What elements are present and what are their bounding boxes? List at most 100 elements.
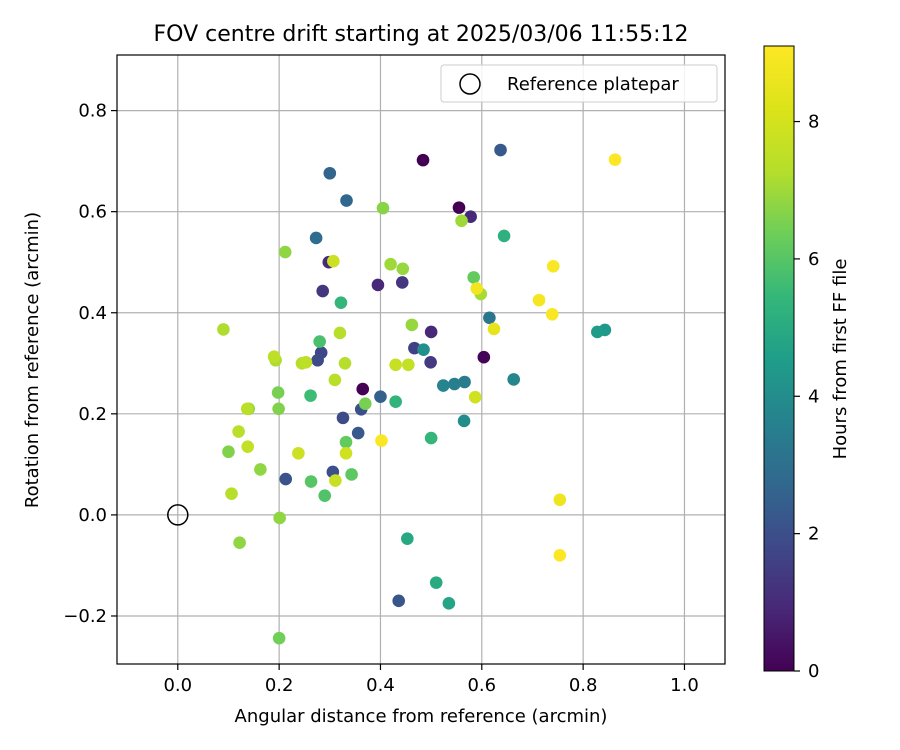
chart-title: FOV centre drift starting at 2025/03/06 … [154, 22, 689, 47]
data-point [225, 487, 238, 500]
data-point [392, 594, 406, 608]
data-point [458, 375, 471, 389]
data-point [272, 631, 286, 645]
colorbar-tick-label: 0 [808, 661, 819, 682]
data-point [448, 377, 461, 391]
x-axis-label: Angular distance from reference (arcmin) [235, 706, 608, 727]
data-point [313, 335, 326, 348]
plot-frame [116, 54, 726, 665]
data-point [424, 355, 437, 369]
legend-label: Reference platepar [507, 74, 679, 95]
colorbar: 0 2 4 6 8 Hours from first FF file [763, 45, 851, 682]
data-point [279, 472, 293, 486]
data-point [299, 355, 313, 369]
colorbar-ticks: 0 2 4 6 8 [794, 112, 819, 682]
data-point [304, 475, 318, 488]
data-point [532, 293, 546, 307]
data-point [402, 358, 415, 372]
data-point [272, 402, 285, 416]
data-point [323, 166, 337, 180]
data-point [389, 358, 402, 372]
data-point [376, 201, 390, 215]
data-point [442, 597, 456, 610]
data-point [311, 353, 324, 367]
x-axis-ticks: 0.0 0.2 0.4 0.6 0.8 1.0 [163, 664, 699, 696]
legend-reference-marker [459, 73, 481, 95]
data-point [339, 446, 353, 460]
data-point [241, 440, 255, 453]
data-point [417, 343, 430, 356]
y-tick-label: 0.8 [78, 101, 107, 122]
data-point [217, 323, 230, 336]
x-tick-label: 0.4 [366, 675, 395, 696]
colorbar-tick-label: 2 [808, 524, 819, 545]
data-point [374, 390, 387, 403]
data-point [395, 276, 409, 289]
data-point [545, 307, 559, 321]
data-point [553, 493, 567, 507]
data-point [546, 259, 560, 273]
data-point [328, 373, 342, 387]
y-tick-label: 0.2 [78, 404, 107, 425]
data-point [240, 402, 254, 416]
data-point [608, 153, 622, 166]
colorbar-label: Hours from first FF file [830, 259, 851, 460]
x-tick-label: 0.2 [265, 675, 294, 696]
colorbar-fill [763, 45, 795, 672]
data-point [470, 282, 484, 295]
y-tick-label: 0.6 [78, 202, 107, 223]
data-point [401, 532, 414, 545]
data-point [468, 390, 482, 404]
data-point [232, 425, 245, 438]
data-point [457, 414, 471, 428]
legend: Reference platepar [440, 64, 718, 103]
data-point [436, 379, 450, 392]
y-tick-label: −0.2 [63, 606, 107, 627]
colorbar-tick-label: 8 [808, 112, 819, 133]
colorbar-tick-label: 4 [808, 386, 819, 407]
data-point [371, 278, 385, 292]
data-point [267, 350, 281, 364]
data-point [416, 153, 430, 167]
data-point [233, 536, 246, 550]
reference-platepar-marker [167, 504, 189, 526]
data-point [487, 322, 501, 336]
data-point [339, 435, 353, 449]
y-tick-label: 0.0 [78, 505, 107, 526]
data-point [329, 474, 342, 487]
data-point [340, 194, 353, 207]
data-point [292, 446, 305, 460]
data-point [327, 254, 340, 268]
data-point [358, 397, 372, 411]
y-tick-label: 0.4 [78, 303, 107, 324]
data-point [304, 389, 317, 402]
data-point [553, 549, 567, 562]
data-point [424, 431, 438, 445]
data-point [424, 325, 438, 339]
data-point [273, 511, 286, 525]
x-tick-label: 0.0 [163, 675, 192, 696]
data-point [591, 325, 604, 339]
colorbar-tick-label: 6 [808, 249, 819, 270]
data-point [318, 489, 332, 503]
y-axis-ticks: −0.2 0.0 0.2 0.4 0.6 0.8 [63, 101, 117, 627]
data-point [271, 386, 285, 399]
data-point [494, 143, 507, 157]
data-point [254, 463, 267, 476]
data-point [507, 373, 521, 386]
data-point [338, 356, 352, 370]
data-point [389, 395, 402, 409]
data-point [333, 326, 347, 340]
data-point [345, 468, 358, 481]
grid [117, 55, 725, 664]
data-point [384, 257, 397, 271]
data-point [452, 201, 466, 214]
data-point [222, 445, 235, 459]
data-point [396, 262, 410, 276]
data-point [405, 318, 419, 332]
y-axis-label: Rotation from reference (arcmin) [22, 212, 43, 508]
data-point [375, 434, 388, 447]
data-point [483, 311, 496, 325]
data-point [429, 576, 443, 589]
